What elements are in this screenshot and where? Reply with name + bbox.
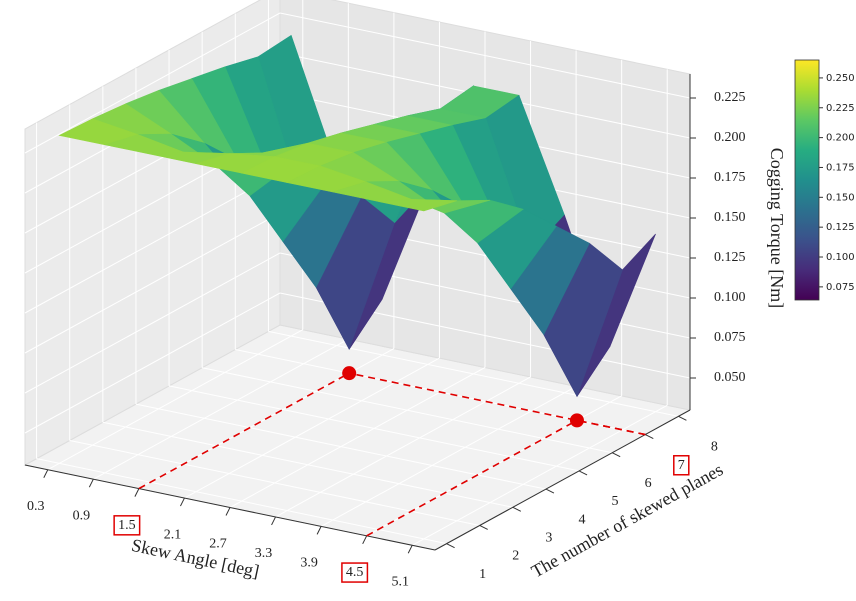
x-tick-label: 5.1 bbox=[391, 574, 409, 589]
z-tick-label: 0.175 bbox=[714, 170, 746, 185]
guide-line bbox=[138, 372, 350, 490]
highlight-box bbox=[113, 515, 141, 536]
colorbar-tick-label: 0.250 bbox=[826, 73, 855, 84]
grid-line bbox=[24, 172, 281, 314]
tick-mark bbox=[512, 506, 522, 512]
x-tick-label: 2.7 bbox=[209, 537, 227, 552]
z-tick-label: 0.150 bbox=[714, 210, 746, 225]
tick-mark bbox=[362, 535, 368, 545]
tick-mark bbox=[407, 545, 413, 554]
tick-mark bbox=[225, 507, 231, 516]
tick-mark bbox=[271, 516, 277, 526]
tick-mark bbox=[446, 543, 455, 549]
grid-line bbox=[275, 376, 531, 518]
x-tick-label: 3.3 bbox=[255, 546, 273, 561]
grid-line bbox=[168, 385, 580, 472]
tick-mark bbox=[645, 434, 654, 439]
colorbar bbox=[794, 59, 820, 301]
grid-line bbox=[320, 385, 577, 527]
colorbar-tick-label: 0.175 bbox=[826, 162, 855, 173]
y-tick-label: 1 bbox=[479, 567, 486, 582]
y-axis-line bbox=[434, 409, 691, 551]
colorbar-tick-label: 0.200 bbox=[826, 133, 855, 144]
y-tick-label: 3 bbox=[545, 530, 552, 545]
tick-mark bbox=[611, 452, 621, 458]
colorbar-tick-label: 0.125 bbox=[826, 222, 855, 233]
grid-line bbox=[202, 367, 613, 454]
highlight-box bbox=[673, 455, 690, 476]
x-tick-label: 3.9 bbox=[300, 556, 318, 571]
grid-line bbox=[229, 367, 486, 508]
y-tick-label: 5 bbox=[612, 494, 619, 509]
y-tick-label: 7 bbox=[678, 458, 685, 473]
marker-dot bbox=[569, 413, 584, 428]
z-tick-label: 0.125 bbox=[714, 250, 746, 265]
x-axis-label: Skew Angle [deg] bbox=[130, 535, 261, 582]
highlight-box bbox=[341, 562, 369, 583]
y-tick-label: 6 bbox=[645, 476, 652, 491]
z-tick-label: 0.075 bbox=[714, 330, 746, 345]
colorbar-tick-label: 0.100 bbox=[826, 252, 855, 263]
grid-line bbox=[24, 12, 281, 154]
x-tick-label: 2.1 bbox=[164, 527, 182, 542]
z-tick-label: 0.225 bbox=[714, 90, 746, 105]
grid-line bbox=[93, 338, 349, 480]
grid-line bbox=[24, 252, 281, 394]
y-tick-label: 4 bbox=[578, 512, 585, 527]
marker-dot bbox=[342, 366, 357, 381]
x-tick-label: 4.5 bbox=[346, 565, 364, 580]
guide-line bbox=[366, 419, 578, 537]
z-tick-label: 0.100 bbox=[714, 290, 746, 305]
grid-line bbox=[24, 292, 281, 434]
tick-mark bbox=[578, 470, 588, 476]
grid-line bbox=[411, 404, 668, 546]
grid-line bbox=[268, 330, 679, 417]
tick-mark bbox=[88, 478, 94, 488]
tick-mark bbox=[479, 525, 488, 530]
y-tick-label: 2 bbox=[512, 549, 519, 564]
tick-mark bbox=[134, 488, 140, 497]
tick-mark bbox=[316, 526, 322, 535]
tick-mark bbox=[43, 469, 49, 478]
grid-line bbox=[184, 357, 440, 499]
x-tick-label: 0.9 bbox=[73, 508, 91, 523]
z-axis-label: Cogging Torque [Nm] bbox=[767, 148, 787, 308]
colorbar-tick-label: 0.150 bbox=[826, 192, 855, 203]
z-tick-label: 0.050 bbox=[714, 370, 746, 385]
grid-line bbox=[24, 212, 281, 354]
surface-patch bbox=[378, 198, 457, 212]
x-tick-label: 0.3 bbox=[27, 499, 45, 514]
z-tick-label: 0.200 bbox=[714, 130, 746, 145]
x-tick-label: 1.5 bbox=[118, 518, 136, 533]
tick-mark bbox=[678, 415, 687, 421]
tick-mark bbox=[179, 497, 185, 507]
grid-line bbox=[47, 329, 304, 471]
tick-mark bbox=[545, 488, 555, 494]
colorbar-tick-label: 0.225 bbox=[826, 103, 855, 114]
y-tick-label: 8 bbox=[711, 440, 718, 455]
colorbar-tick-label: 0.075 bbox=[826, 282, 855, 293]
grid-line bbox=[279, 12, 691, 99]
